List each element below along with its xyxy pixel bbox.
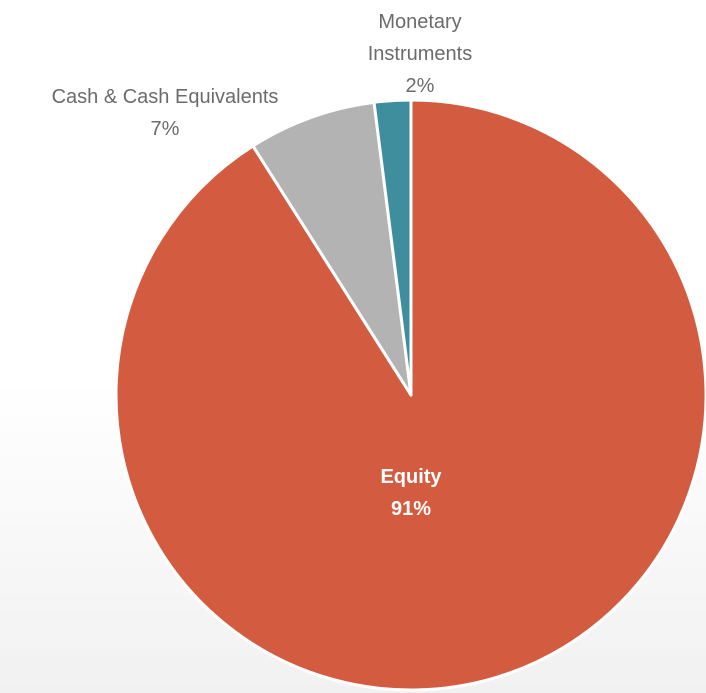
category-label: Equity xyxy=(380,466,442,488)
slice-label: Cash & Cash Equivalents 7% xyxy=(5,81,325,145)
slice-label: Equity 91% xyxy=(331,461,491,525)
slice-label: Monetary Instruments 2% xyxy=(345,6,495,102)
category-label: Cash & Cash Equivalents xyxy=(51,86,279,108)
pie-slice xyxy=(251,100,413,397)
category-label: Monetary Instruments xyxy=(367,11,473,65)
pie-slice xyxy=(372,98,413,397)
value-label: 91% xyxy=(390,498,432,520)
value-label: 2% xyxy=(405,75,435,97)
value-label: 7% xyxy=(150,118,180,140)
